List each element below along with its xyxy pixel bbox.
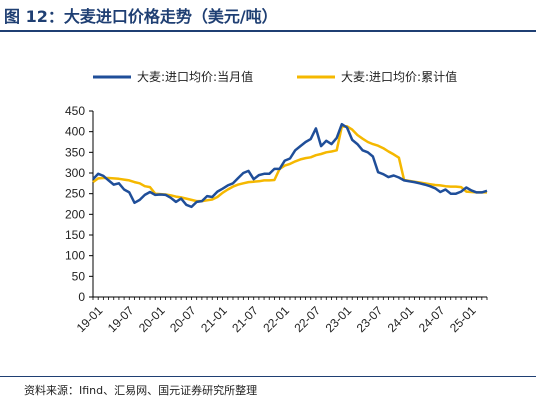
- x-tick-label: 22-07: [291, 303, 323, 335]
- x-tick-label: 21-07: [229, 303, 261, 335]
- y-tick-label: 150: [65, 228, 85, 242]
- x-tick-label: 20-07: [167, 303, 199, 335]
- chart-title: 图 12：大麦进口价格走势（美元/吨）: [4, 7, 278, 26]
- y-tick-label: 100: [65, 249, 85, 263]
- y-tick-label: 0: [78, 290, 85, 304]
- y-tick-label: 400: [65, 125, 85, 139]
- x-tick-label: 21-01: [198, 303, 230, 335]
- x-tick-label: 19-07: [105, 303, 137, 335]
- x-tick-label: 20-01: [136, 303, 168, 335]
- x-tick-label: 25-01: [447, 303, 479, 335]
- legend-label-monthly: 大麦:进口均价:当月值: [137, 69, 253, 84]
- x-axis-ticks: 19-01 19-07 20-01 20-07 21-01 21-07 22-01 22-07…: [74, 297, 488, 335]
- series-line-cumulative: [92, 125, 487, 203]
- x-tick-label: 19-01: [74, 303, 106, 335]
- legend: 大麦:进口均价:当月值 大麦:进口均价:累计值: [93, 69, 457, 84]
- series-lines: [92, 122, 488, 209]
- x-tick-label: 24-07: [416, 303, 448, 335]
- y-tick-label: 250: [65, 187, 85, 201]
- x-tick-label: 24-01: [385, 303, 417, 335]
- line-chart: 大麦:进口均价:当月值 大麦:进口均价:累计值 0 50 100 150 200 250 3…: [65, 69, 488, 335]
- source-note: 资料来源：Ifind、汇易网、国元证券研究所整理: [24, 384, 258, 397]
- y-tick-label: 50: [72, 269, 86, 283]
- y-tick-label: 450: [65, 104, 85, 118]
- y-tick-label: 200: [65, 207, 85, 221]
- footer-divider: [0, 376, 536, 377]
- y-axis-ticks: 0 50 100 150 200 250 300 350 400 450: [65, 104, 93, 304]
- series-line-monthly: [92, 122, 488, 209]
- axes: [92, 111, 487, 298]
- y-tick-label: 300: [65, 166, 85, 180]
- legend-label-cumulative: 大麦:进口均价:累计值: [341, 69, 457, 84]
- x-tick-label: 23-01: [323, 303, 355, 335]
- x-tick-label: 23-07: [354, 303, 386, 335]
- y-tick-label: 350: [65, 145, 85, 159]
- x-tick-label: 22-01: [260, 303, 292, 335]
- title-underline: [0, 30, 536, 32]
